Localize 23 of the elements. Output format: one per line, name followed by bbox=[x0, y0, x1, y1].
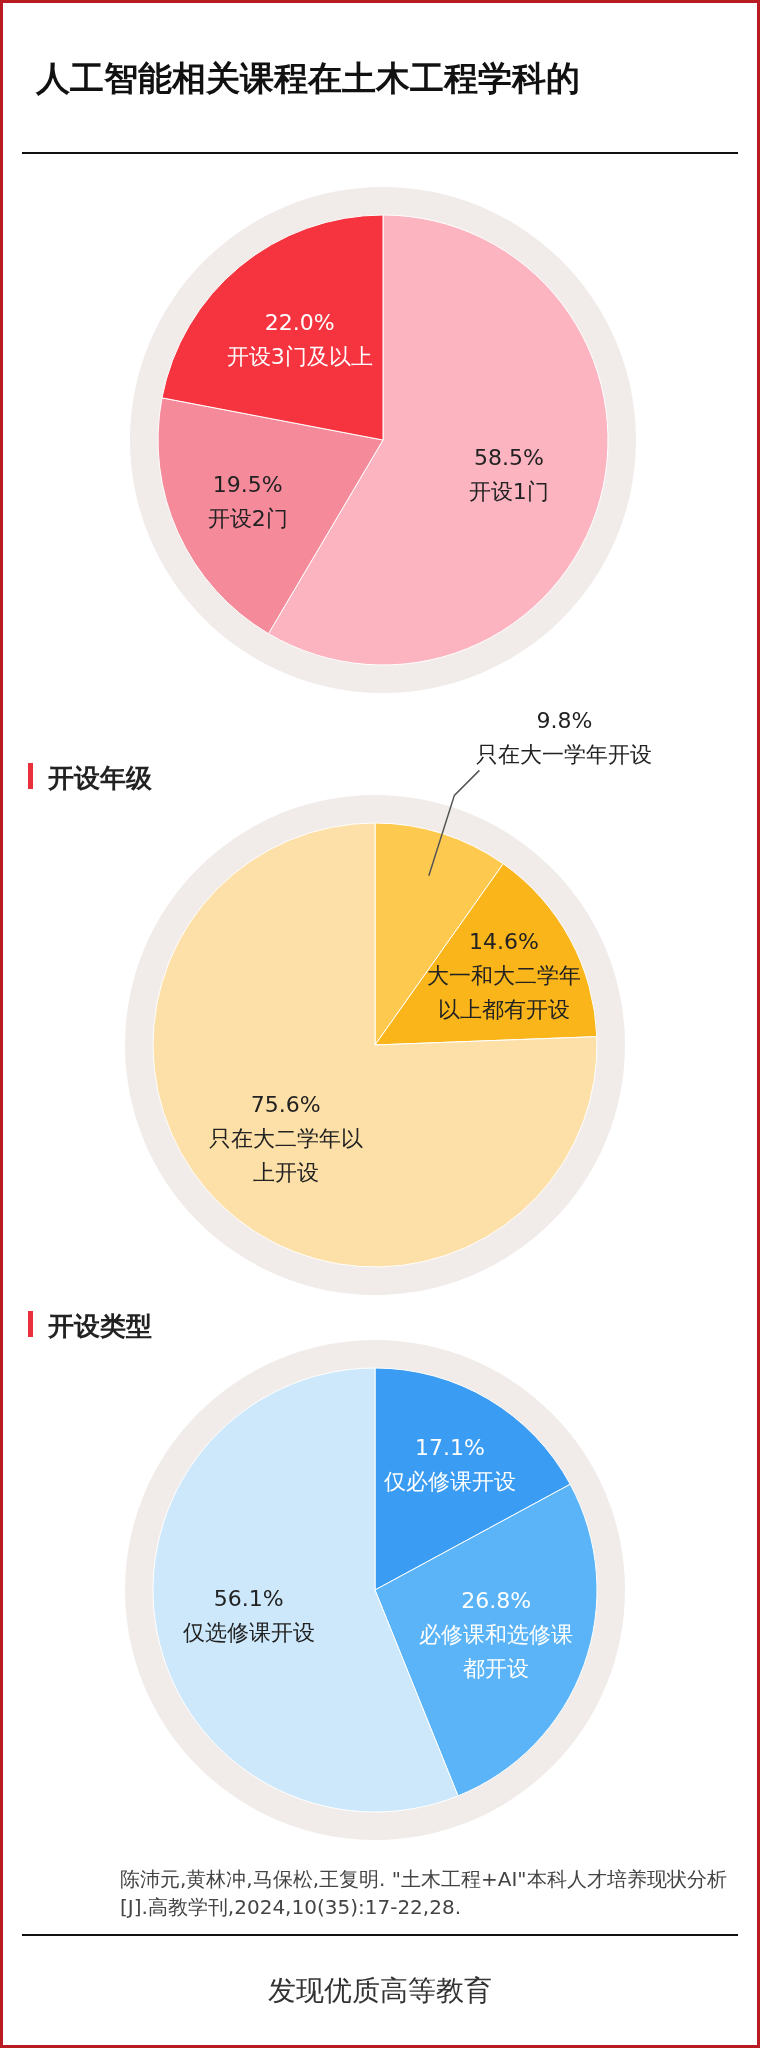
slice-label: 开设3门及以上 bbox=[226, 344, 373, 370]
data-label: 17.1% bbox=[415, 1435, 485, 1461]
text: 发现优质高等教育 bbox=[268, 1974, 492, 2007]
slice-label: 开设1门 bbox=[468, 479, 549, 505]
slice-label: 仅选修课开设 bbox=[182, 1619, 315, 1645]
text: 陈沛元,黄林冲,马保松,王复明. "土木工程+AI"本科人才培养现状分析[J].高教学刊,2024,10(35):17-22,28. bbox=[120, 1866, 728, 1921]
data-label: 26.8% bbox=[461, 1587, 532, 1613]
data-label: 58.5% bbox=[473, 445, 544, 471]
chart-title: 开设类型 bbox=[47, 1311, 152, 1341]
slice-label: 大一和大二学年以上都有开设 bbox=[426, 963, 581, 1023]
data-label: 14.6% bbox=[468, 929, 539, 955]
slice-label: 只在大一学年开设 bbox=[476, 742, 653, 768]
data-label: 56.1% bbox=[213, 1585, 284, 1611]
data-label: 19.5% bbox=[212, 472, 283, 498]
text: 开设年级 bbox=[47, 763, 153, 793]
slice-label: 仅必修课开设 bbox=[383, 1469, 516, 1495]
data-label: 75.6% bbox=[250, 1091, 321, 1117]
data-label: 9.8% bbox=[536, 708, 593, 734]
chart-title: 人工智能相关课程在土木工程学科的 bbox=[35, 58, 580, 98]
slice-label: 必修课和选修课都开设 bbox=[419, 1621, 574, 1681]
data-label: 22.0% bbox=[264, 310, 335, 336]
slice-label: 只在大二学年以上开设 bbox=[208, 1125, 363, 1185]
slice-label: 开设2门 bbox=[207, 506, 288, 532]
